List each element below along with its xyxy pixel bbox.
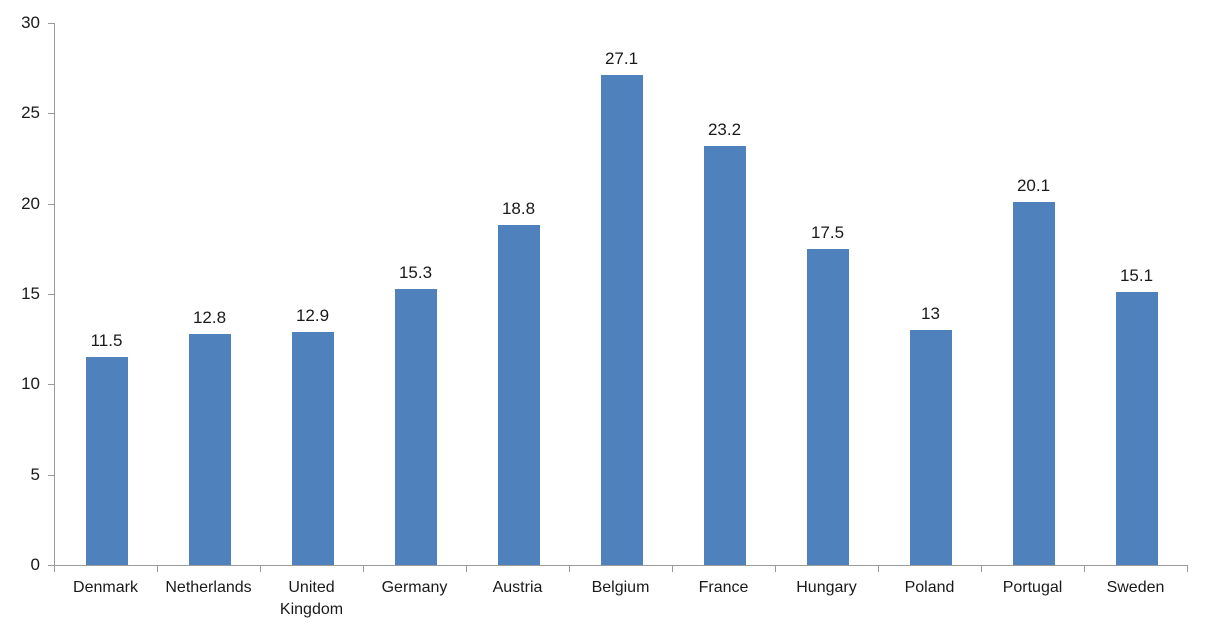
x-axis-tick-mark xyxy=(157,566,158,572)
bar-netherlands xyxy=(188,333,231,565)
y-axis-tick-label: 30 xyxy=(21,13,40,32)
bar-hungary xyxy=(806,248,849,565)
y-axis-tick-label: 0 xyxy=(30,555,40,574)
bar-denmark xyxy=(85,357,128,565)
bar-poland xyxy=(909,330,952,565)
x-axis-category-label: France xyxy=(698,579,749,596)
bar-value-label: 18.8 xyxy=(501,199,536,219)
bar-value-label: 17.5 xyxy=(810,222,845,242)
x-axis-tick-mark xyxy=(1187,566,1188,572)
y-axis-tick-mark xyxy=(48,203,54,205)
bar-france xyxy=(703,145,746,565)
x-axis-tick-mark xyxy=(1084,566,1085,572)
bar-value-label: 15.3 xyxy=(398,262,433,282)
x-axis-category-label: Austria xyxy=(492,579,543,596)
y-axis-tick-label: 15 xyxy=(21,284,40,303)
y-axis-tick-mark xyxy=(48,294,54,295)
y-axis-tick-label: 5 xyxy=(30,464,40,484)
bar-value-label: 15.1 xyxy=(1119,266,1154,286)
bar-value-label: 12.9 xyxy=(295,305,330,325)
y-axis-tick-label: 25 xyxy=(21,103,40,123)
x-axis-category-label: United Kingdom xyxy=(279,579,344,618)
x-axis-category-label: Portugal xyxy=(1002,579,1063,596)
x-axis-category-label: Germany xyxy=(381,579,448,596)
x-axis-category-label: Poland xyxy=(904,579,955,596)
bar-belgium xyxy=(600,75,643,565)
x-axis-tick-mark xyxy=(466,566,467,572)
y-axis-tick-mark xyxy=(48,565,54,566)
y-axis-tick-label: 20 xyxy=(21,193,40,213)
x-axis-tick-mark xyxy=(363,566,364,572)
bar-austria xyxy=(497,225,540,565)
y-axis-tick-mark xyxy=(48,113,54,115)
x-axis-category-label: Netherlands xyxy=(165,579,252,596)
x-axis-category-label: Belgium xyxy=(591,579,650,596)
bar-value-label: 27.1 xyxy=(604,49,639,69)
x-axis-tick-mark xyxy=(775,566,776,572)
bar-value-label: 20.1 xyxy=(1016,175,1051,195)
bar-portugal xyxy=(1012,201,1055,565)
y-axis-tick-mark xyxy=(48,474,54,476)
x-axis-tick-mark xyxy=(569,566,570,572)
bar-value-label: 11.5 xyxy=(90,331,123,351)
plot-area: 11.5 12.8 12.9 15.3 18.8 27.1 23.2 17.5 13 20.1 15… xyxy=(54,23,1188,566)
bar-germany xyxy=(394,288,437,565)
x-axis-tick-mark xyxy=(672,566,673,572)
bar-value-label: 23.2 xyxy=(707,119,742,139)
x-axis-tick-mark xyxy=(878,566,879,572)
x-axis-tick-mark xyxy=(260,566,261,572)
bar-sweden xyxy=(1115,292,1158,565)
x-axis-tick-mark xyxy=(54,566,55,572)
bar-value-label: 13 xyxy=(921,304,940,324)
x-axis-tick-mark xyxy=(981,566,982,572)
x-axis-category-label: Hungary xyxy=(796,579,857,596)
y-axis-tick-label: 10 xyxy=(21,374,40,394)
x-axis-category-label: Denmark xyxy=(73,579,138,596)
y-axis-tick-mark xyxy=(48,23,54,24)
bar-value-label: 12.8 xyxy=(192,307,227,327)
x-axis-category-label: Sweden xyxy=(1106,579,1165,596)
bar-united-kingdom xyxy=(291,331,334,565)
y-axis-tick-mark xyxy=(48,384,54,386)
